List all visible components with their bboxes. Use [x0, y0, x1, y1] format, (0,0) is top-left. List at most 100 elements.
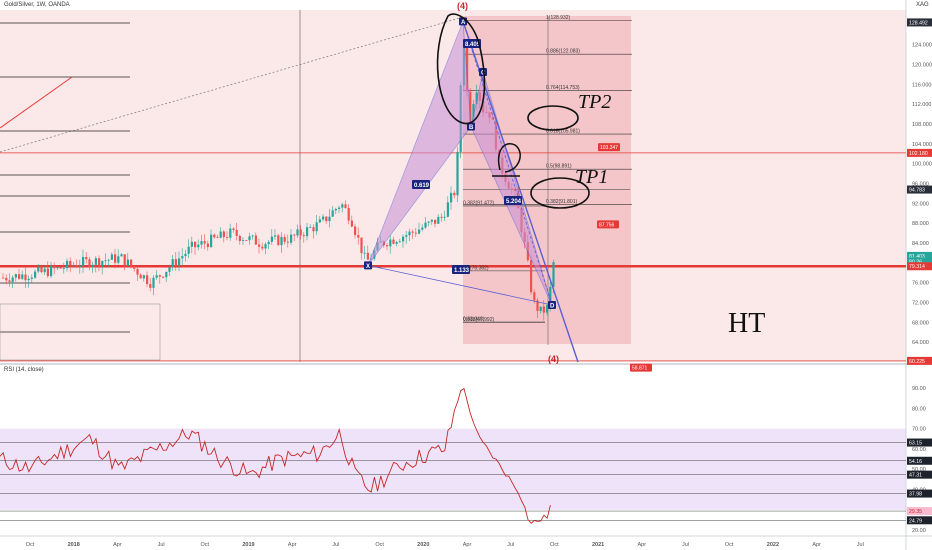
- candle-body: [350, 220, 353, 227]
- x-tick-7: Jul: [332, 542, 339, 548]
- point-label-D: D: [550, 303, 555, 309]
- x-tick-2: Apr: [113, 542, 122, 548]
- candle-body: [88, 259, 91, 268]
- candle-body: [24, 274, 27, 281]
- candle-body: [133, 266, 136, 269]
- candle-body: [328, 216, 331, 222]
- candle-body: [203, 241, 206, 244]
- ratio-badge-1: [463, 39, 481, 48]
- candle-body: [142, 275, 145, 279]
- candle-body: [446, 202, 449, 217]
- candle-body: [222, 231, 225, 238]
- candle-body: [232, 228, 235, 230]
- x-tick-16: Oct: [725, 542, 734, 548]
- price-badge-text-6: 60.225: [909, 359, 925, 365]
- point-label-B: B: [469, 125, 474, 131]
- candle-body: [78, 265, 81, 268]
- candle-body: [213, 234, 216, 238]
- candle-body: [104, 260, 107, 262]
- hand-ellipse-tp1: [530, 177, 590, 209]
- candle-body: [72, 265, 75, 267]
- candle-body: [392, 239, 395, 244]
- price-badge-text-2: 94.783: [909, 188, 925, 194]
- y-tick-4: 108.000: [912, 122, 932, 128]
- candle-body: [318, 219, 321, 223]
- candle-body: [443, 216, 446, 218]
- candle-body: [290, 234, 293, 243]
- candle-body: [107, 259, 110, 261]
- candle-body: [152, 277, 155, 288]
- candle-body: [238, 235, 241, 241]
- rsi-badge-3: [907, 489, 932, 498]
- downtrend-line: [462, 21, 579, 363]
- candle-body: [174, 259, 177, 266]
- candle-body: [536, 300, 539, 311]
- hand-curl: [498, 143, 521, 173]
- candle-body: [274, 235, 277, 237]
- candle-body: [219, 231, 222, 238]
- candle-body: [123, 254, 126, 266]
- rsi-badge-2: [907, 470, 932, 479]
- candle-body: [62, 268, 65, 269]
- candle-body: [472, 103, 475, 123]
- x-tick-14: Apr: [638, 542, 647, 548]
- candle-body: [306, 227, 309, 237]
- ratio-badge-2: [504, 196, 522, 205]
- candle-body: [162, 276, 165, 278]
- rsi-badge-text-0: 63.15: [909, 441, 922, 447]
- candle-body: [418, 229, 421, 234]
- candle-body: [91, 264, 94, 268]
- rsi-badge-5: [907, 516, 932, 525]
- candle-body: [120, 254, 123, 257]
- candle-body: [200, 241, 203, 245]
- candle-body: [402, 236, 405, 242]
- y-tick-14: 68.000: [912, 320, 929, 326]
- candle-body: [110, 254, 113, 260]
- rsi-badge-text-2: 47.31: [909, 473, 922, 479]
- candle-body: [552, 262, 555, 287]
- point-badge-D: [548, 300, 556, 309]
- rsi-band: [0, 428, 906, 510]
- candle-body: [37, 267, 40, 272]
- candle-body: [229, 228, 232, 238]
- candle-body: [456, 151, 459, 196]
- y-tick-7: 96.000: [912, 182, 929, 188]
- annotation-tp1: TP1: [575, 166, 608, 188]
- target-badge-1: [597, 220, 619, 229]
- candle-body: [395, 242, 398, 244]
- rsi-tick-2: 70.00: [912, 427, 926, 433]
- rsi-tick-4: 50.00: [912, 467, 926, 473]
- x-tick-4: Oct: [201, 542, 210, 548]
- candle-body: [357, 235, 360, 238]
- candle-body: [56, 266, 59, 269]
- candle-body: [466, 46, 469, 92]
- fib-label-6: 0.382(91.472): [463, 200, 494, 206]
- fib-label-2: 0.764(114.753): [546, 85, 580, 91]
- candle-body: [101, 260, 104, 267]
- candle-body: [75, 265, 78, 268]
- price-badge-text-3: 81.403: [909, 254, 925, 260]
- x-tick-12: Oct: [550, 542, 559, 548]
- candle-body: [21, 274, 24, 279]
- x-tick-0: Oct: [26, 542, 35, 548]
- pattern-xd: [367, 264, 553, 306]
- candle-body: [34, 271, 37, 278]
- dotted-trendline: [0, 16, 464, 153]
- candle-body: [66, 260, 69, 269]
- candle-body: [293, 234, 296, 236]
- candle-body: [190, 241, 193, 247]
- candle-body: [168, 267, 171, 272]
- candle-body: [245, 240, 248, 241]
- candle-body: [408, 231, 411, 236]
- ratio-badge-0: [412, 180, 430, 189]
- y-tick-13: 72.000: [912, 301, 929, 307]
- wave-label-bottom: (4): [548, 354, 559, 364]
- price-badge-1: [907, 148, 932, 157]
- fib-label-4: 0.5(98.891): [546, 164, 572, 170]
- candle-body: [139, 274, 142, 279]
- rsi-title: RSI (14, close): [4, 367, 44, 373]
- candle-body: [286, 241, 289, 243]
- candle-body: [114, 254, 117, 263]
- candle-body: [338, 207, 341, 209]
